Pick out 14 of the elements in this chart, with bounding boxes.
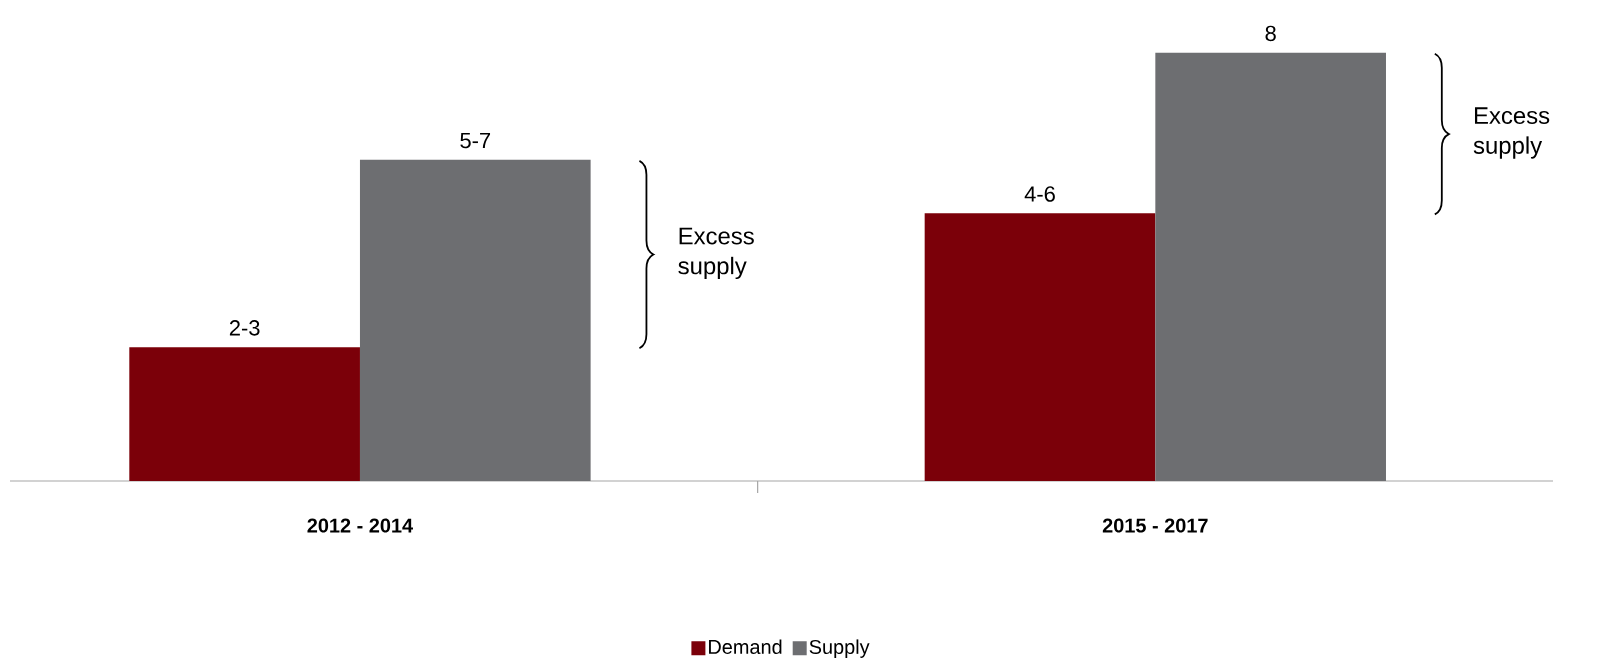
bar (924, 213, 1156, 481)
legend-label: Demand (709, 639, 782, 655)
bar (359, 159, 591, 481)
data-label: 8 (1265, 25, 1276, 42)
data-label: 4-6 (1024, 186, 1055, 202)
annotation: Excess supply (678, 227, 754, 280)
bar (1155, 52, 1386, 481)
bar (129, 347, 360, 481)
legend-label: Supply (809, 639, 870, 658)
annotation: Excess supply (1473, 107, 1550, 159)
data-label: 2-3 (229, 320, 260, 336)
data-label: 5-7 (460, 132, 491, 149)
x-tick-label: 2015 - 2017 (1102, 518, 1208, 533)
x-tick-label: 2012 - 2014 (307, 518, 413, 533)
